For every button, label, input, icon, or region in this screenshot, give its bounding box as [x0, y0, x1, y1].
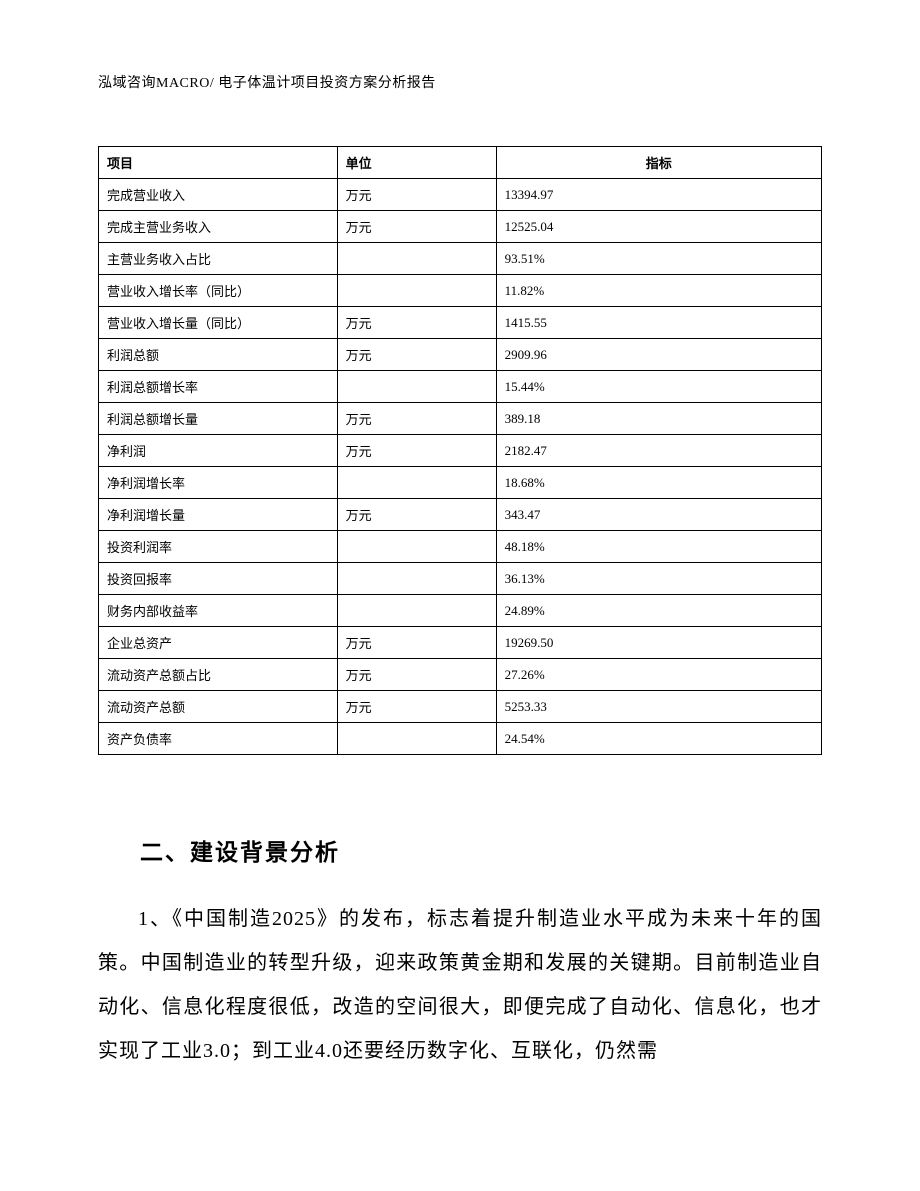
document-page: 泓域咨询MACRO/ 电子体温计项目投资方案分析报告 项目 单位 指标 完成营业… [0, 0, 920, 1191]
cell-item: 营业收入增长率（同比） [99, 275, 338, 307]
body-paragraph: 1、《中国制造2025》的发布，标志着提升制造业水平成为未来十年的国策。中国制造… [98, 897, 822, 1073]
cell-unit [337, 275, 496, 307]
cell-item: 净利润 [99, 435, 338, 467]
cell-unit [337, 531, 496, 563]
cell-unit: 万元 [337, 435, 496, 467]
cell-unit [337, 723, 496, 755]
cell-unit: 万元 [337, 211, 496, 243]
cell-value: 24.54% [496, 723, 821, 755]
cell-value: 2909.96 [496, 339, 821, 371]
col-header-value: 指标 [496, 147, 821, 179]
cell-unit [337, 563, 496, 595]
running-header: 泓域咨询MACRO/ 电子体温计项目投资方案分析报告 [98, 72, 822, 92]
cell-item: 净利润增长量 [99, 499, 338, 531]
table-row: 投资利润率 48.18% [99, 531, 822, 563]
cell-value: 2182.47 [496, 435, 821, 467]
cell-value: 15.44% [496, 371, 821, 403]
table-header-row: 项目 单位 指标 [99, 147, 822, 179]
cell-value: 18.68% [496, 467, 821, 499]
table-row: 营业收入增长率（同比） 11.82% [99, 275, 822, 307]
cell-value: 27.26% [496, 659, 821, 691]
cell-item: 流动资产总额 [99, 691, 338, 723]
cell-item: 完成主营业务收入 [99, 211, 338, 243]
cell-value: 12525.04 [496, 211, 821, 243]
cell-value: 1415.55 [496, 307, 821, 339]
cell-unit [337, 467, 496, 499]
col-header-item: 项目 [99, 147, 338, 179]
cell-unit: 万元 [337, 691, 496, 723]
cell-unit: 万元 [337, 627, 496, 659]
table-row: 投资回报率 36.13% [99, 563, 822, 595]
table-row: 利润总额增长量 万元 389.18 [99, 403, 822, 435]
table-row: 企业总资产 万元 19269.50 [99, 627, 822, 659]
cell-item: 主营业务收入占比 [99, 243, 338, 275]
table-row: 流动资产总额 万元 5253.33 [99, 691, 822, 723]
cell-item: 营业收入增长量（同比） [99, 307, 338, 339]
cell-value: 389.18 [496, 403, 821, 435]
cell-unit: 万元 [337, 179, 496, 211]
cell-unit [337, 243, 496, 275]
table-row: 财务内部收益率 24.89% [99, 595, 822, 627]
table-row: 完成主营业务收入 万元 12525.04 [99, 211, 822, 243]
indicators-table: 项目 单位 指标 完成营业收入 万元 13394.97 完成主营业务收入 万元 … [98, 146, 822, 755]
cell-item: 利润总额 [99, 339, 338, 371]
cell-unit [337, 595, 496, 627]
table-row: 利润总额 万元 2909.96 [99, 339, 822, 371]
table-row: 利润总额增长率 15.44% [99, 371, 822, 403]
cell-item: 流动资产总额占比 [99, 659, 338, 691]
cell-value: 343.47 [496, 499, 821, 531]
cell-item: 企业总资产 [99, 627, 338, 659]
cell-unit [337, 371, 496, 403]
col-header-unit: 单位 [337, 147, 496, 179]
cell-value: 36.13% [496, 563, 821, 595]
cell-value: 19269.50 [496, 627, 821, 659]
cell-item: 利润总额增长量 [99, 403, 338, 435]
cell-unit: 万元 [337, 339, 496, 371]
cell-item: 资产负债率 [99, 723, 338, 755]
table-row: 净利润增长量 万元 343.47 [99, 499, 822, 531]
cell-value: 24.89% [496, 595, 821, 627]
table-row: 净利润增长率 18.68% [99, 467, 822, 499]
table-row: 营业收入增长量（同比） 万元 1415.55 [99, 307, 822, 339]
cell-value: 48.18% [496, 531, 821, 563]
table-row: 完成营业收入 万元 13394.97 [99, 179, 822, 211]
cell-item: 投资回报率 [99, 563, 338, 595]
cell-unit: 万元 [337, 403, 496, 435]
cell-item: 利润总额增长率 [99, 371, 338, 403]
cell-unit: 万元 [337, 499, 496, 531]
table-row: 资产负债率 24.54% [99, 723, 822, 755]
cell-unit: 万元 [337, 307, 496, 339]
cell-item: 净利润增长率 [99, 467, 338, 499]
section-heading: 二、建设背景分析 [140, 833, 822, 867]
cell-value: 93.51% [496, 243, 821, 275]
cell-value: 11.82% [496, 275, 821, 307]
cell-item: 财务内部收益率 [99, 595, 338, 627]
table-row: 净利润 万元 2182.47 [99, 435, 822, 467]
paragraph-text: 1、《中国制造2025》的发布，标志着提升制造业水平成为未来十年的国策。中国制造… [98, 908, 822, 1062]
cell-unit: 万元 [337, 659, 496, 691]
cell-value: 5253.33 [496, 691, 821, 723]
cell-value: 13394.97 [496, 179, 821, 211]
table-row: 主营业务收入占比 93.51% [99, 243, 822, 275]
table-row: 流动资产总额占比 万元 27.26% [99, 659, 822, 691]
cell-item: 完成营业收入 [99, 179, 338, 211]
cell-item: 投资利润率 [99, 531, 338, 563]
